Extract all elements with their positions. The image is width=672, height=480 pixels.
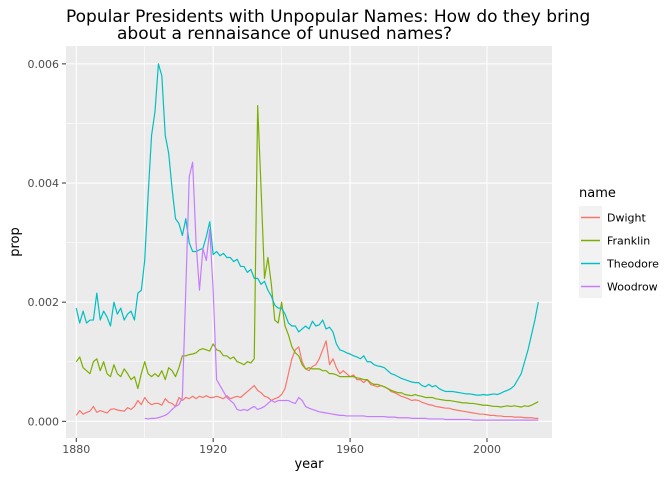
legend: name Dwight Franklin Theodore Woodrow [579, 186, 659, 298]
legend-label-theodore: Theodore [606, 258, 659, 271]
legend-label-dwight: Dwight [607, 212, 646, 225]
x-axis: 1880 1920 1960 2000 [62, 438, 501, 456]
x-tick-label: 1880 [62, 443, 90, 456]
legend-title: name [579, 186, 616, 201]
series-line-theodore [75, 63, 539, 396]
y-axis-label: prop [8, 227, 23, 257]
y-axis: 0.000 0.002 0.004 0.006 [28, 58, 66, 428]
x-tick-label: 1960 [336, 443, 364, 456]
series-line-woodrow [144, 161, 539, 421]
grid-major [66, 46, 552, 438]
plot-panel [66, 46, 552, 438]
x-tick-label: 2000 [473, 443, 501, 456]
series-line-dwight [75, 340, 539, 419]
y-tick-label: 0.004 [28, 177, 60, 190]
legend-label-woodrow: Woodrow [607, 281, 658, 294]
grid-minor [66, 46, 552, 438]
series-line-franklin [75, 104, 539, 408]
series-layer [75, 63, 539, 421]
y-tick-label: 0.006 [28, 58, 60, 71]
x-axis-label: year [294, 457, 324, 472]
chart-subtitle: about a rennaisance of unused names? [117, 24, 452, 44]
y-tick-label: 0.002 [28, 296, 60, 309]
y-tick-label: 0.000 [28, 415, 60, 428]
legend-label-franklin: Franklin [607, 235, 650, 248]
chart-title: Popular Presidents with Unpopular Names:… [66, 7, 590, 27]
x-tick-label: 1920 [199, 443, 227, 456]
